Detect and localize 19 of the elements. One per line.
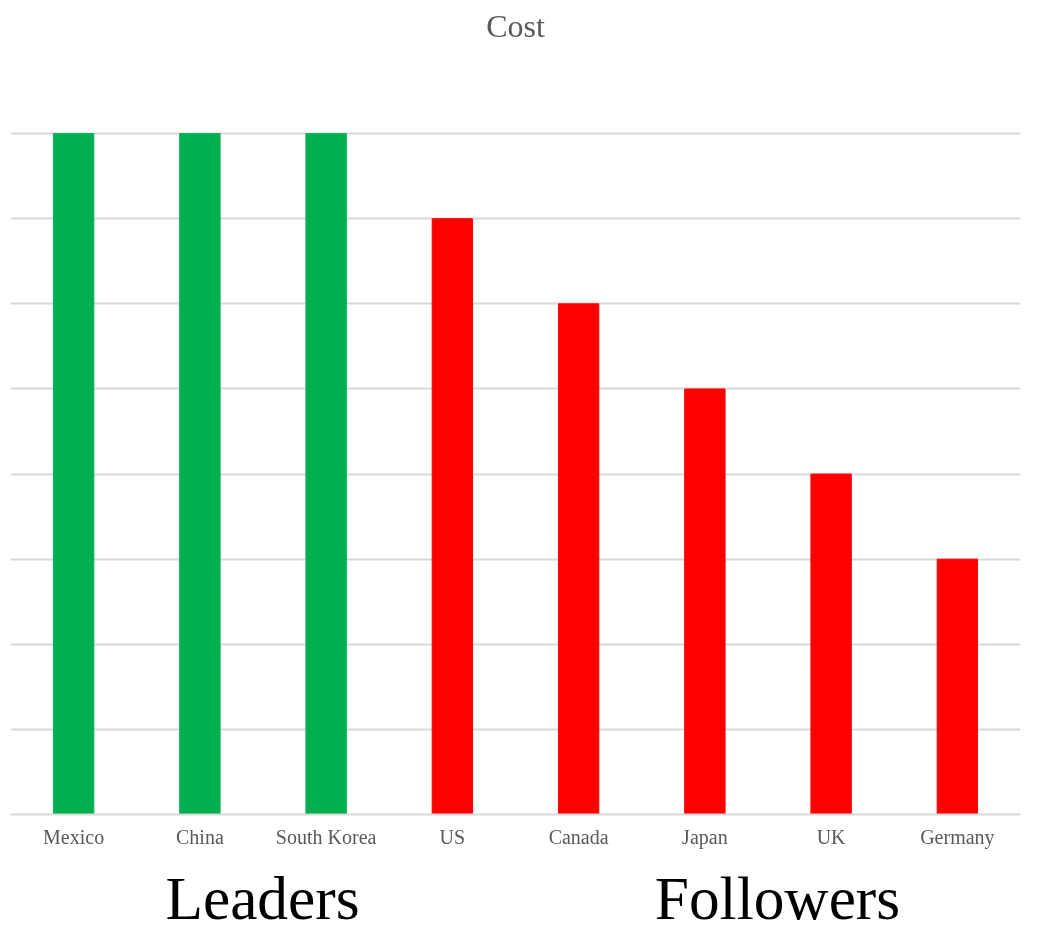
bar [305, 133, 347, 815]
text: Followers [653, 863, 902, 934]
bar [557, 303, 600, 815]
bar [52, 133, 95, 815]
x-tick-label: Mexico [43, 825, 105, 848]
x-tick-label: Canada [548, 825, 609, 848]
x-tick-label: South Korea [275, 825, 377, 848]
x-tick-label: Japan [682, 825, 728, 849]
bar [179, 133, 221, 815]
chart-title: Cost [486, 7, 545, 44]
bar [684, 388, 726, 815]
x-tick-label: China [175, 825, 224, 848]
x-tick-label: UK [816, 825, 847, 848]
bar [431, 218, 474, 815]
x-tick-label: Germany [920, 825, 995, 849]
bar [810, 473, 852, 815]
bar [936, 558, 979, 815]
x-tick-label: US [439, 825, 466, 848]
text: Leaders [164, 863, 361, 934]
